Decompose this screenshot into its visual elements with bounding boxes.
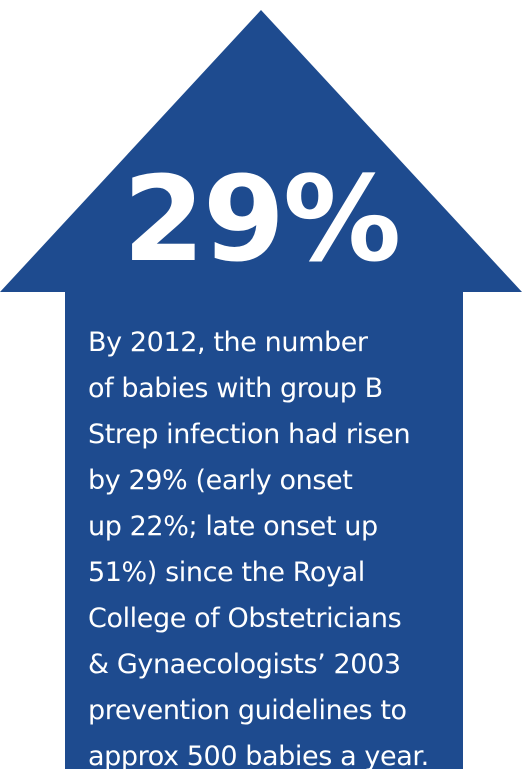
headline-percentage: 29% (122, 150, 401, 288)
description-line: of babies with group B (88, 373, 383, 404)
description-line: Strep infection had risen (88, 419, 411, 450)
description-line: by 29% (early onset (88, 465, 353, 496)
description-text: By 2012, the number of babies with group… (88, 320, 488, 780)
description-line: College of Obstetricians (88, 603, 402, 634)
description-line: 51%) since the Royal (88, 557, 365, 588)
description-line: & Gynaecologists’ 2003 (88, 649, 401, 680)
arrow-body (0, 10, 522, 769)
description-line: approx 500 babies a year. (88, 741, 429, 772)
description-line: By 2012, the number (88, 327, 368, 358)
description-line: prevention guidelines to (88, 695, 407, 726)
description-line: up 22%; late onset up (88, 511, 378, 542)
